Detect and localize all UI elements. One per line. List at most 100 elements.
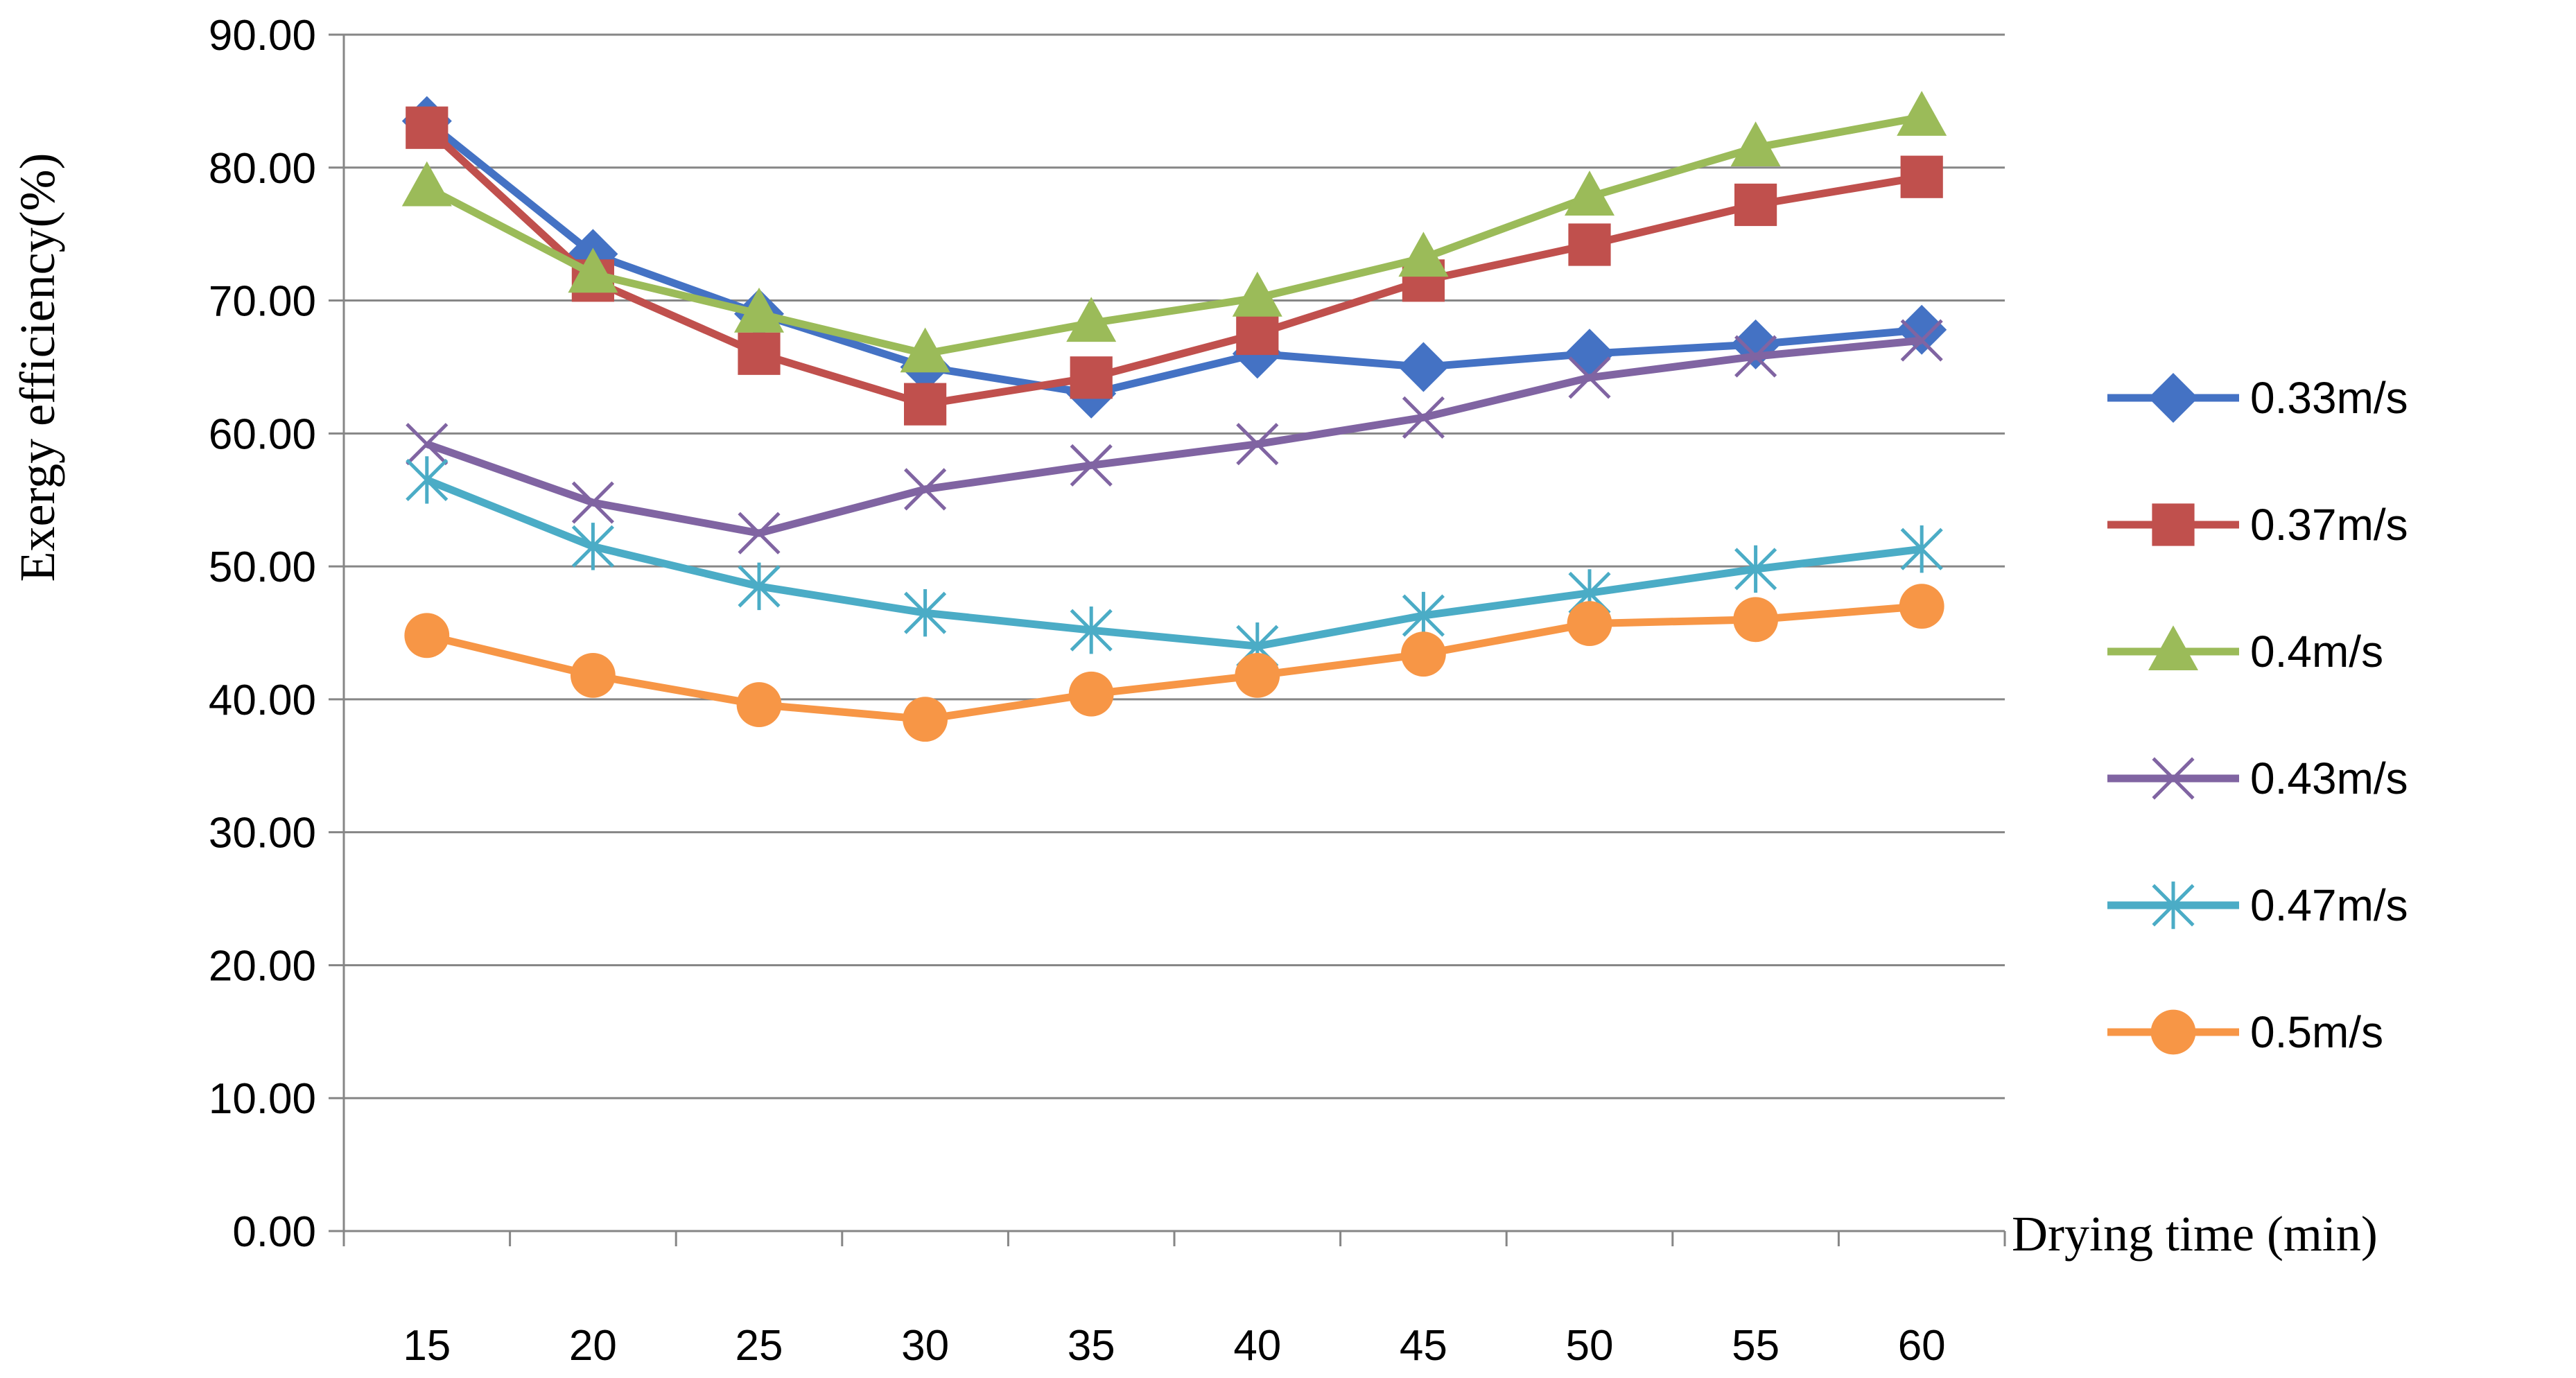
y-tick-label: 90.00	[209, 12, 316, 60]
data-point-0.47m/s-60	[1900, 525, 1943, 573]
data-point-0.37m/s-15	[406, 106, 449, 149]
data-point-0.43m/s-15	[406, 423, 449, 466]
x-tick-label-55: 55	[1732, 1322, 1779, 1370]
legend-marker-0.4m/s	[2148, 625, 2198, 670]
series-line-0.5m/s	[426, 602, 1922, 724]
x-tick-label-35: 35	[1068, 1322, 1115, 1370]
series-0.37m/s	[406, 106, 1943, 426]
data-point-0.4m/s-30	[900, 327, 950, 373]
x-tick-label-30: 30	[901, 1322, 949, 1370]
data-point-0.5m/s-45	[1400, 631, 1446, 677]
data-point-0.43m/s-40	[1236, 423, 1279, 466]
legend-item-0.37m/s: 0.37m/s	[2107, 500, 2408, 550]
data-point-0.47m/s-35	[1070, 606, 1113, 654]
data-point-0.37m/s-35	[1070, 356, 1113, 399]
data-point-0.4m/s-55	[1730, 121, 1781, 167]
legend-item-0.43m/s: 0.43m/s	[2107, 753, 2408, 803]
data-point-0.5m/s-40	[1235, 652, 1280, 698]
y-tick-label: 40.00	[209, 677, 316, 724]
series-0.47m/s	[406, 456, 1943, 670]
series-0.33m/s	[401, 96, 1947, 419]
data-point-0.37m/s-55	[1734, 183, 1777, 227]
y-tick-label: 60.00	[209, 410, 316, 458]
legend-item-0.47m/s: 0.47m/s	[2107, 880, 2408, 930]
x-tick-label-45: 45	[1400, 1322, 1447, 1370]
x-tick-label-20: 20	[569, 1322, 617, 1370]
y-tick-label: 50.00	[209, 543, 316, 591]
y-tick-label: 10.00	[209, 1075, 316, 1123]
data-point-0.43m/s-35	[1070, 444, 1113, 487]
data-point-0.37m/s-60	[1900, 155, 1943, 198]
legend-label: 0.33m/s	[2250, 373, 2408, 423]
series-group	[401, 91, 1947, 742]
data-point-0.43m/s-50	[1568, 356, 1611, 399]
x-tick-label-40: 40	[1233, 1322, 1281, 1370]
y-tick-label: 80.00	[209, 145, 316, 193]
series-0.5m/s	[404, 584, 1944, 742]
series-line-0.4m/s	[425, 113, 1923, 358]
data-point-0.33m/s-60	[1897, 304, 1947, 355]
data-point-0.4m/s-25	[734, 287, 784, 333]
data-point-0.4m/s-50	[1565, 171, 1615, 216]
data-point-0.47m/s-45	[1402, 591, 1445, 640]
legend-marker-0.43m/s	[2152, 757, 2195, 800]
legend-marker-0.33m/s	[2148, 373, 2198, 423]
y-tick-label: 70.00	[209, 278, 316, 326]
data-point-0.33m/s-45	[1398, 342, 1449, 392]
x-tick-label-60: 60	[1898, 1322, 1946, 1370]
data-point-0.37m/s-30	[904, 383, 947, 426]
legend-label: 0.4m/s	[2250, 627, 2383, 677]
legend-item-0.33m/s: 0.33m/s	[2107, 373, 2408, 423]
series-line-0.47m/s	[425, 476, 1922, 650]
data-point-0.4m/s-20	[568, 247, 618, 293]
legend-label: 0.37m/s	[2250, 500, 2408, 550]
series-line-0.33m/s	[424, 118, 1922, 398]
data-point-0.4m/s-35	[1066, 297, 1117, 342]
legend-marker-0.37m/s	[2152, 503, 2195, 546]
y-tick-label: 20.00	[209, 942, 316, 990]
x-tick-label-25: 25	[736, 1322, 783, 1370]
data-point-0.5m/s-55	[1733, 597, 1779, 643]
data-point-0.4m/s-60	[1897, 91, 1947, 136]
data-point-0.47m/s-15	[406, 456, 449, 504]
data-point-0.43m/s-60	[1900, 319, 1943, 362]
x-axis-label: Drying time (min)	[2012, 1206, 2378, 1262]
legend-label: 0.47m/s	[2250, 880, 2408, 930]
data-point-0.5m/s-50	[1567, 601, 1612, 646]
data-point-0.5m/s-60	[1899, 584, 1944, 629]
data-point-0.4m/s-45	[1398, 232, 1449, 277]
legend-label: 0.43m/s	[2250, 753, 2408, 803]
data-point-0.37m/s-25	[738, 332, 781, 375]
data-point-0.43m/s-45	[1402, 396, 1445, 439]
data-point-0.37m/s-50	[1568, 223, 1611, 266]
series-line-0.43m/s	[425, 336, 1922, 537]
data-point-0.5m/s-15	[404, 613, 450, 659]
legend: 0.33m/s 0.37m/s 0.4m/s 0.43m/s 0.47m/s 0.5m/s	[2107, 373, 2408, 1057]
data-point-0.5m/s-25	[736, 682, 782, 727]
series-line-0.37m/s	[424, 125, 1923, 408]
data-point-0.43m/s-25	[738, 512, 781, 555]
data-point-0.47m/s-20	[571, 523, 614, 570]
legend-marker-0.47m/s	[2152, 881, 2195, 930]
series-0.43m/s	[406, 319, 1943, 555]
legend-item-0.5m/s: 0.5m/s	[2107, 1007, 2383, 1057]
data-point-0.4m/s-15	[401, 161, 452, 207]
x-tick-label-50: 50	[1566, 1322, 1614, 1370]
data-point-0.43m/s-30	[904, 468, 947, 511]
y-axis-label: Exergy efficiency(%)	[10, 152, 65, 582]
series-0.4m/s	[401, 91, 1947, 373]
data-point-0.43m/s-20	[571, 481, 614, 524]
data-point-0.47m/s-25	[738, 562, 781, 611]
legend-item-0.4m/s: 0.4m/s	[2107, 625, 2383, 677]
data-point-0.43m/s-55	[1734, 335, 1777, 378]
data-point-0.37m/s-40	[1236, 312, 1279, 356]
data-point-0.47m/s-30	[904, 589, 947, 637]
data-point-0.4m/s-40	[1232, 271, 1282, 317]
x-tick-label-15: 15	[403, 1322, 451, 1370]
legend-label: 0.5m/s	[2250, 1007, 2383, 1057]
legend-marker-0.5m/s	[2150, 1009, 2196, 1055]
data-point-0.5m/s-30	[903, 697, 948, 742]
gridlines	[344, 33, 2005, 1099]
data-point-0.5m/s-20	[571, 652, 616, 698]
